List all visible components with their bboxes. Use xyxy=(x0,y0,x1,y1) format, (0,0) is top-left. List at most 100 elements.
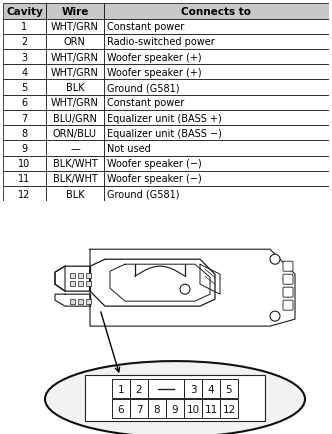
Bar xyxy=(3,4,45,20)
Text: 6: 6 xyxy=(118,404,124,414)
Text: Woofer speaker (−): Woofer speaker (−) xyxy=(107,159,202,169)
Text: 9: 9 xyxy=(21,144,28,154)
FancyBboxPatch shape xyxy=(283,287,293,297)
Bar xyxy=(45,156,104,171)
Text: Radio-switched power: Radio-switched power xyxy=(107,37,214,47)
Bar xyxy=(86,282,91,286)
Text: Woofer speaker (+): Woofer speaker (+) xyxy=(107,53,202,62)
Bar xyxy=(45,171,104,187)
Bar xyxy=(3,111,45,126)
Circle shape xyxy=(180,285,190,295)
Bar xyxy=(104,156,329,171)
Text: WHT/GRN: WHT/GRN xyxy=(51,68,99,78)
Bar xyxy=(45,95,104,111)
Text: 11: 11 xyxy=(18,174,31,184)
Bar xyxy=(3,80,45,95)
Bar xyxy=(104,171,329,187)
Text: Equalizer unit (BASS −): Equalizer unit (BASS −) xyxy=(107,128,222,138)
Text: 12: 12 xyxy=(18,189,31,199)
Bar xyxy=(148,399,166,418)
Bar xyxy=(78,273,83,279)
Bar xyxy=(130,399,148,418)
Bar xyxy=(3,141,45,156)
Bar xyxy=(112,399,130,418)
Bar xyxy=(3,50,45,65)
Text: 7: 7 xyxy=(21,113,28,123)
Text: WHT/GRN: WHT/GRN xyxy=(51,22,99,32)
Text: Equalizer unit (BASS +): Equalizer unit (BASS +) xyxy=(107,113,221,123)
Bar xyxy=(70,299,75,305)
Bar xyxy=(3,187,45,202)
Text: 1: 1 xyxy=(118,384,124,394)
Text: 11: 11 xyxy=(205,404,217,414)
Bar xyxy=(202,399,220,418)
Bar xyxy=(45,80,104,95)
Text: Ground (G581): Ground (G581) xyxy=(107,83,179,93)
Bar xyxy=(104,95,329,111)
Text: BLK/WHT: BLK/WHT xyxy=(52,159,97,169)
Text: WHT/GRN: WHT/GRN xyxy=(51,53,99,62)
Bar xyxy=(184,379,202,398)
Text: 2: 2 xyxy=(136,384,142,394)
Text: BLK: BLK xyxy=(66,189,84,199)
Text: 5: 5 xyxy=(226,384,232,394)
Bar xyxy=(104,20,329,35)
Text: 12: 12 xyxy=(222,404,236,414)
Bar xyxy=(112,379,130,398)
Text: ORN/BLU: ORN/BLU xyxy=(53,128,97,138)
Bar xyxy=(45,65,104,80)
FancyBboxPatch shape xyxy=(283,262,293,272)
Bar xyxy=(220,379,238,398)
Text: 8: 8 xyxy=(21,128,28,138)
Text: 10: 10 xyxy=(18,159,31,169)
Bar xyxy=(45,187,104,202)
Bar xyxy=(3,95,45,111)
Text: Constant power: Constant power xyxy=(107,22,184,32)
Text: 4: 4 xyxy=(21,68,28,78)
Text: Constant power: Constant power xyxy=(107,98,184,108)
Bar xyxy=(45,111,104,126)
Bar xyxy=(104,4,329,20)
Bar xyxy=(86,299,91,305)
Bar xyxy=(104,80,329,95)
Text: 9: 9 xyxy=(172,404,178,414)
Bar xyxy=(104,65,329,80)
Text: 4: 4 xyxy=(208,384,214,394)
Bar xyxy=(70,282,75,286)
Bar xyxy=(104,126,329,141)
Bar xyxy=(220,399,238,418)
Bar xyxy=(45,35,104,50)
Bar xyxy=(202,379,220,398)
Text: 6: 6 xyxy=(21,98,28,108)
FancyBboxPatch shape xyxy=(283,300,293,310)
Text: 10: 10 xyxy=(187,404,200,414)
Bar xyxy=(104,187,329,202)
Bar xyxy=(130,379,148,398)
Text: Wire: Wire xyxy=(61,7,89,17)
Bar xyxy=(3,65,45,80)
Text: BLK/WHT: BLK/WHT xyxy=(52,174,97,184)
FancyBboxPatch shape xyxy=(283,275,293,285)
Bar xyxy=(3,20,45,35)
Circle shape xyxy=(270,312,280,322)
Bar xyxy=(184,399,202,418)
Text: Cavity: Cavity xyxy=(6,7,43,17)
Bar xyxy=(78,282,83,286)
Text: Ground (G581): Ground (G581) xyxy=(107,189,179,199)
Bar xyxy=(45,126,104,141)
Bar xyxy=(85,375,265,421)
Bar xyxy=(86,273,91,279)
Bar xyxy=(104,50,329,65)
Circle shape xyxy=(270,255,280,265)
Text: 3: 3 xyxy=(190,384,196,394)
Text: Woofer speaker (+): Woofer speaker (+) xyxy=(107,68,202,78)
Bar xyxy=(3,35,45,50)
Bar xyxy=(166,399,184,418)
Text: —: — xyxy=(70,144,80,154)
Bar xyxy=(70,273,75,279)
Bar xyxy=(78,299,83,305)
Text: 1: 1 xyxy=(21,22,28,32)
Bar xyxy=(45,141,104,156)
Bar xyxy=(148,379,184,398)
Bar xyxy=(104,111,329,126)
